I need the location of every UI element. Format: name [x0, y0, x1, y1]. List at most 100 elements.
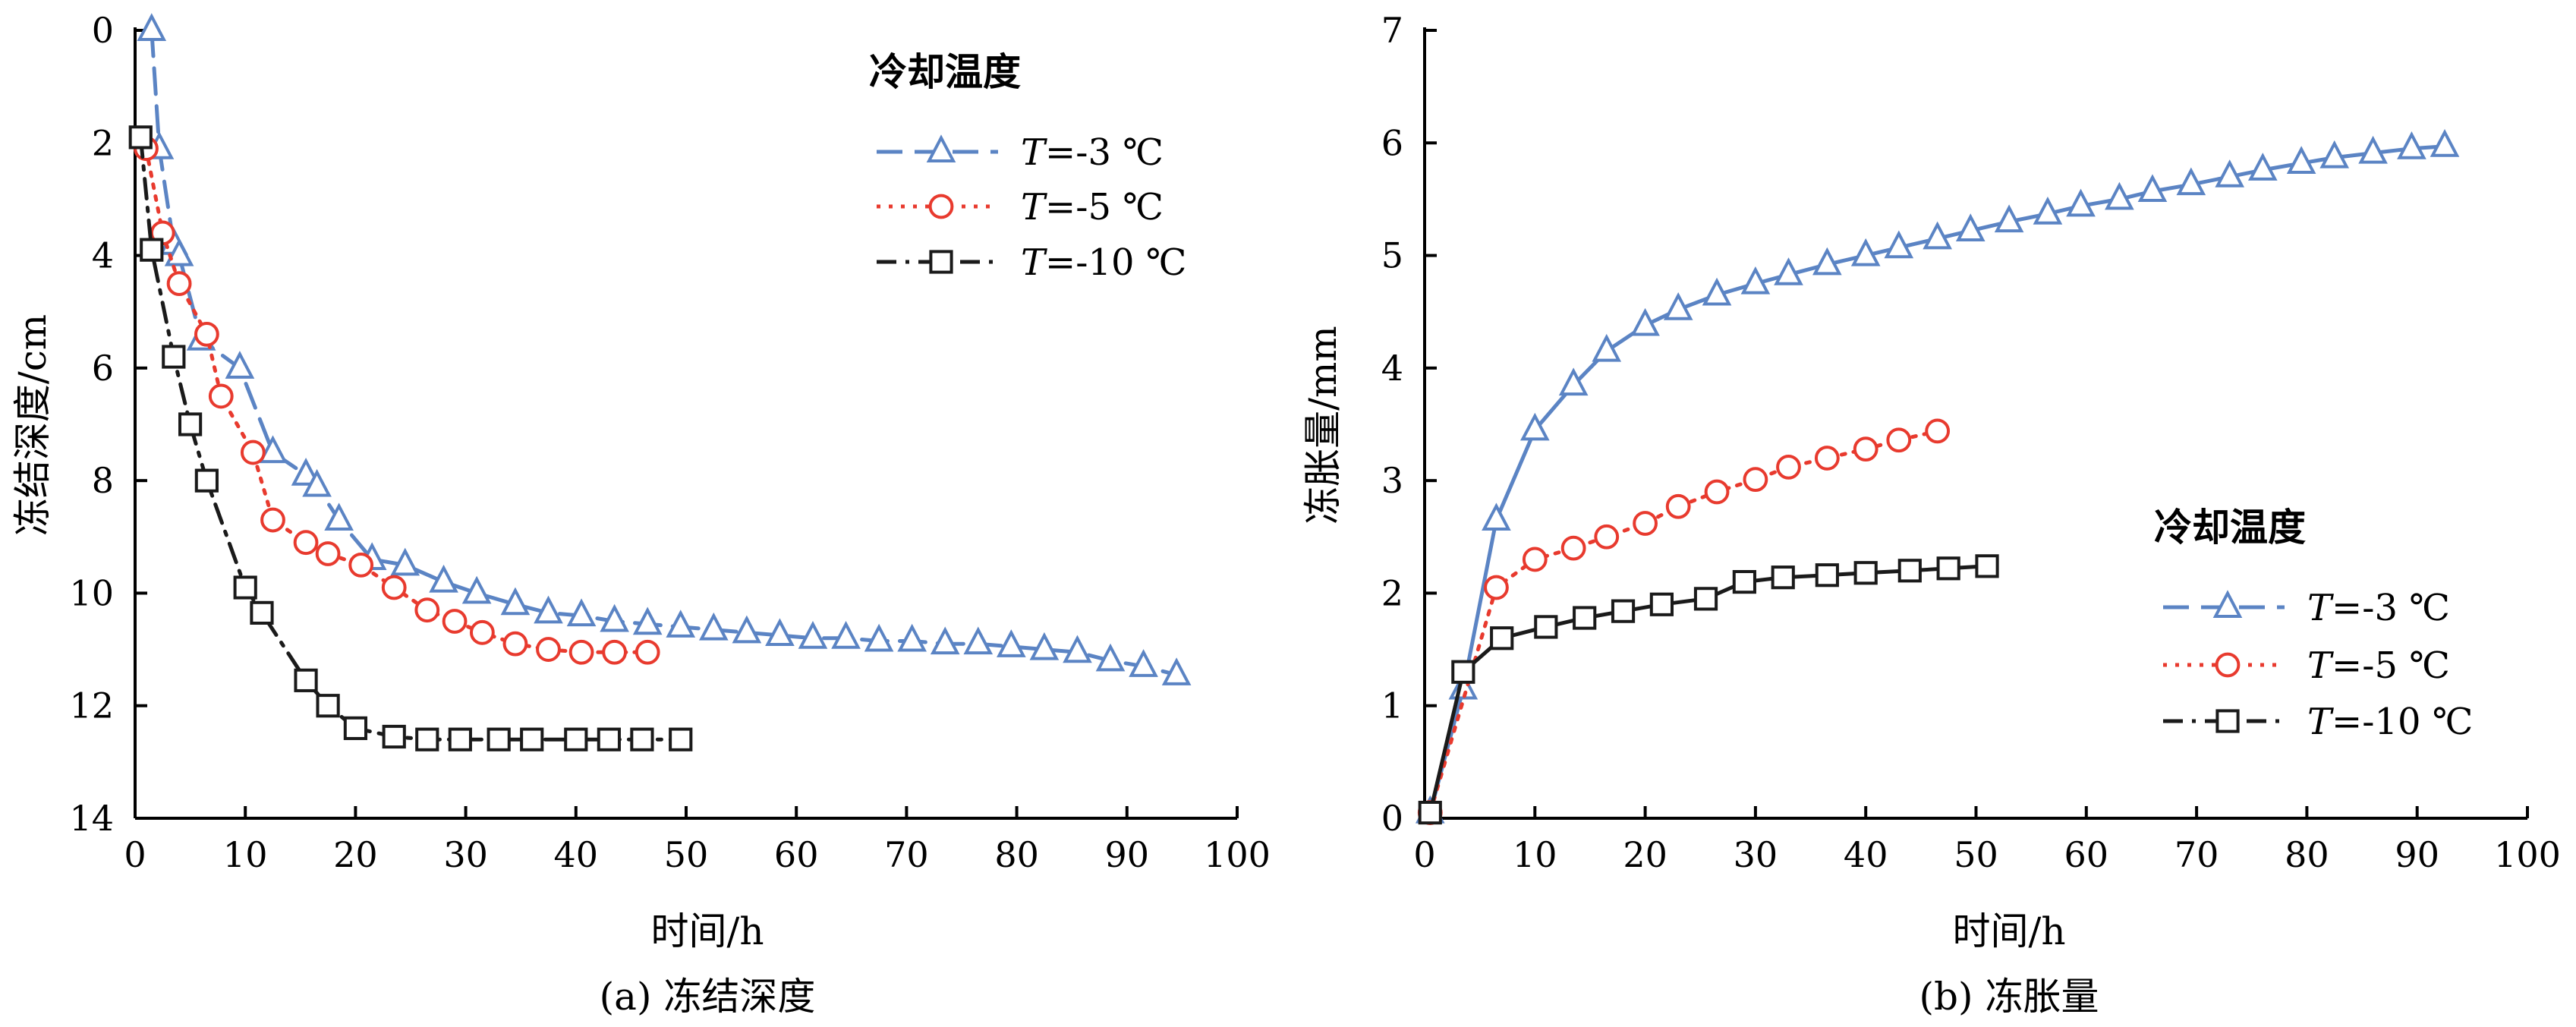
legend-swatch-marker: [2215, 709, 2240, 733]
x-tick-label: 100: [2494, 834, 2561, 875]
data-point: [194, 321, 219, 347]
legend-label: T=-3 ℃: [2307, 587, 2450, 629]
panel-label-b: (b) 冻胀量: [1919, 975, 2099, 1019]
data-point: [536, 637, 561, 662]
legend-entry: T=-5 ℃: [877, 186, 1164, 228]
data-point: [2137, 174, 2168, 203]
data-point: [897, 623, 927, 652]
data-point: [1630, 307, 1660, 336]
series-3: [128, 125, 693, 751]
legend-label: T=-3 ℃: [1021, 131, 1164, 174]
x-tick-label: 60: [774, 834, 819, 875]
data-point: [566, 598, 597, 627]
data-point: [1490, 626, 1514, 651]
x-tick-label: 90: [2395, 834, 2439, 875]
data-point: [233, 575, 257, 600]
data-point: [632, 606, 663, 635]
data-point: [1534, 615, 1558, 639]
data-point: [162, 345, 186, 369]
data-point: [382, 724, 406, 749]
data-point: [1063, 635, 1092, 663]
data-point: [1484, 575, 1509, 600]
data-point: [597, 727, 621, 751]
data-point: [1665, 493, 1691, 519]
data-point: [1560, 535, 1586, 561]
x-axis-label: 时间/h: [1952, 909, 2065, 953]
legend-title: 冷却温度: [869, 49, 1021, 94]
data-point: [1886, 427, 1912, 453]
data-point: [293, 530, 319, 556]
data-point: [963, 626, 994, 655]
data-point: [502, 631, 528, 657]
x-tick-label: 60: [2064, 834, 2109, 875]
data-point: [1693, 587, 1718, 611]
data-point: [1776, 454, 1801, 480]
data-point: [1592, 333, 1622, 362]
data-point: [240, 439, 266, 465]
data-point: [415, 727, 439, 751]
data-point: [390, 547, 420, 576]
data-point: [1519, 412, 1550, 441]
legend-label: T=-5 ℃: [1021, 186, 1164, 228]
x-tick-label: 80: [994, 834, 1039, 875]
data-point: [635, 639, 660, 665]
x-tick-label: 40: [554, 834, 599, 875]
x-tick-label: 0: [124, 834, 146, 875]
data-point: [2066, 188, 2096, 217]
y-tick-label: 0: [1381, 798, 1403, 839]
legend-entry: T=-5 ℃: [2163, 644, 2450, 687]
data-point: [669, 727, 693, 751]
data-point: [1815, 563, 1839, 588]
series-2: [1417, 418, 1951, 825]
data-point: [194, 468, 219, 493]
legend-title: 冷却温度: [2154, 505, 2306, 550]
x-axis-label: 时间/h: [650, 909, 764, 953]
data-point: [1482, 502, 1511, 531]
x-tick-label: 20: [333, 834, 378, 875]
series-line: [150, 28, 1179, 677]
legend-entry: T=-3 ℃: [877, 131, 1164, 174]
data-point: [930, 626, 960, 655]
y-tick-label: 1: [1381, 685, 1403, 726]
data-point: [2033, 197, 2063, 225]
y-tick-label: 7: [1381, 10, 1403, 51]
data-point: [315, 541, 341, 566]
legend-swatch-marker: [929, 250, 953, 274]
y-axis-label: 冻胀量/mm: [1301, 326, 1345, 525]
y-tick-label: 6: [92, 348, 114, 389]
data-point: [258, 435, 288, 464]
y-tick-label: 4: [1381, 348, 1403, 389]
data-point: [2397, 131, 2426, 159]
data-point: [1850, 238, 1881, 266]
y-tick-label: 2: [1381, 572, 1403, 613]
data-point: [2247, 153, 2278, 181]
data-point: [1704, 479, 1730, 505]
legend-entry: T=-10 ℃: [877, 241, 1186, 284]
data-point: [260, 507, 285, 533]
data-point: [997, 629, 1026, 657]
data-point: [1884, 230, 1914, 259]
data-point: [666, 610, 696, 638]
data-point: [1814, 446, 1840, 471]
data-point: [302, 468, 332, 497]
series-line: [138, 135, 683, 742]
data-point: [164, 238, 194, 266]
y-tick-label: 6: [1381, 122, 1403, 163]
y-tick-label: 12: [69, 685, 114, 726]
data-point: [2286, 146, 2316, 174]
data-point: [1611, 599, 1636, 623]
data-point: [765, 618, 795, 647]
axes-freezing-depth: 0 10 20 30 40 50 60 70 80 90 100 0 2 4 6 8 10 12 14: [69, 10, 1270, 875]
data-point: [316, 694, 340, 718]
data-point: [2176, 167, 2206, 196]
data-point: [1853, 561, 1878, 585]
data-point: [1573, 606, 1597, 630]
data-point: [2319, 140, 2350, 169]
legend-label: T=-5 ℃: [2307, 644, 2450, 687]
data-point: [140, 238, 164, 262]
series-group-freezing-depth: [128, 13, 1192, 751]
data-point: [798, 621, 828, 649]
data-point: [469, 619, 495, 645]
data-point: [831, 621, 861, 649]
data-point: [630, 727, 654, 751]
